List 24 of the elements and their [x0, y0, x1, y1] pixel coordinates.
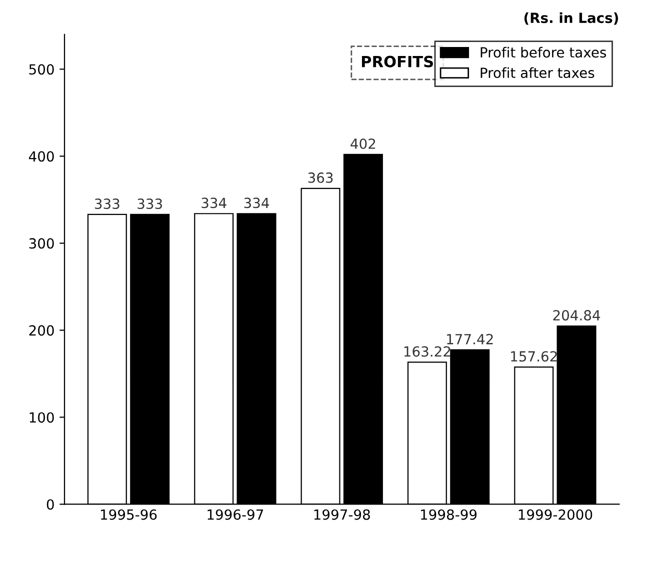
- y-tick-label: 500: [29, 64, 54, 75]
- data-label: 163.22: [404, 346, 450, 357]
- data-label: 402: [350, 138, 376, 149]
- y-tick-label: 100: [30, 412, 54, 423]
- y-tick-label: 200: [29, 325, 54, 336]
- data-label: 334: [244, 198, 269, 208]
- y-tick-label: 400: [28, 151, 54, 162]
- data-label: 334: [202, 198, 226, 208]
- legend-label: Profit after taxes: [480, 67, 594, 78]
- x-tick-label: 1998-99: [421, 509, 477, 520]
- data-label: 363: [308, 172, 333, 183]
- x-tick-label: 1995-96: [101, 509, 157, 520]
- y-tick-label: 0: [46, 499, 54, 510]
- x-tick-label: 1997-98: [314, 509, 370, 520]
- text: PROFITS: [362, 56, 433, 68]
- x-tick-label: 1999-2000: [518, 509, 592, 520]
- text: (Rs. in Lacs): [524, 12, 618, 25]
- y-tick-label: 300: [29, 238, 54, 249]
- data-label: 333: [138, 198, 162, 210]
- data-label: 333: [94, 198, 120, 210]
- x-tick-label: 1996-97: [208, 509, 264, 520]
- data-label: 177.42: [447, 334, 493, 344]
- data-label: 204.84: [553, 310, 600, 321]
- legend-label: Profit before taxes: [480, 46, 606, 58]
